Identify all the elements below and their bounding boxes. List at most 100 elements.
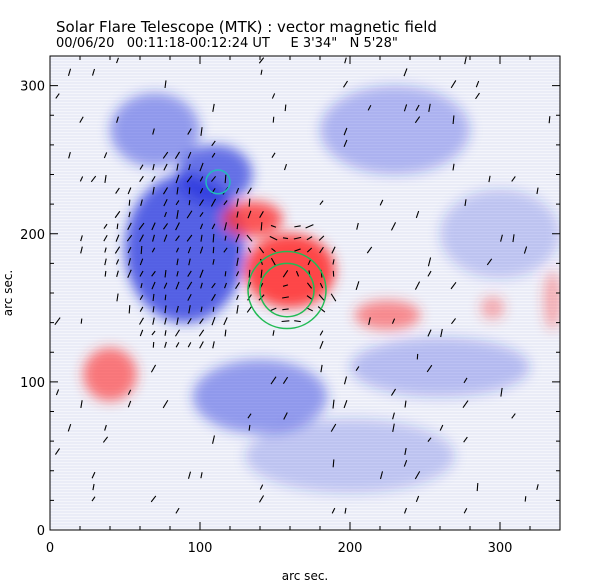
field-vector: [223, 317, 228, 326]
negative-polarity-region: [125, 174, 245, 323]
field-vector: [368, 317, 371, 325]
field-vector: [294, 225, 301, 228]
field-vector: [175, 342, 180, 348]
field-vector: [282, 308, 289, 311]
field-vector: [163, 282, 168, 289]
field-vector: [152, 186, 155, 195]
field-vector: [236, 294, 239, 300]
field-vector: [92, 483, 95, 491]
field-vector: [271, 248, 276, 253]
field-vector: [414, 281, 421, 290]
field-vector: [306, 282, 313, 289]
field-vector: [175, 247, 180, 253]
field-vector: [164, 269, 167, 278]
field-vector: [343, 400, 348, 409]
field-vector: [54, 317, 61, 326]
y-tick-label: 100: [20, 376, 45, 391]
field-vector: [91, 496, 96, 502]
field-vector: [212, 341, 215, 349]
x-tick-label: 0: [46, 541, 54, 556]
field-vector: [80, 400, 83, 409]
field-vector: [271, 152, 276, 158]
magnetic-field-map: [50, 56, 560, 528]
field-vector: [306, 236, 313, 241]
field-vector: [176, 187, 179, 195]
field-vector: [224, 174, 227, 184]
field-vector: [511, 176, 516, 182]
field-vector: [162, 399, 169, 409]
field-vector: [390, 222, 397, 231]
field-vector: [55, 389, 60, 396]
field-vector: [188, 305, 191, 314]
field-vector: [258, 246, 265, 254]
field-vector: [212, 233, 215, 243]
field-vector: [247, 294, 252, 301]
field-vector: [91, 471, 96, 479]
field-vector: [224, 282, 227, 289]
field-vector: [140, 199, 143, 206]
field-vector: [115, 187, 120, 194]
field-vector: [163, 234, 168, 242]
field-vector: [138, 222, 145, 230]
field-vector: [282, 296, 289, 299]
field-vector: [260, 222, 263, 231]
field-contour: [205, 169, 231, 195]
field-vector: [163, 198, 168, 207]
field-vector: [344, 57, 347, 64]
field-vector: [198, 329, 205, 337]
x-tick-label: 300: [488, 541, 513, 556]
field-vector: [319, 282, 324, 289]
field-vector: [235, 271, 240, 277]
field-vector: [476, 483, 479, 492]
field-vector: [91, 68, 96, 76]
field-vector: [319, 340, 324, 349]
field-vector: [283, 412, 288, 420]
field-vector: [176, 270, 179, 277]
field-vector: [295, 270, 300, 277]
field-vector: [186, 210, 193, 219]
field-vector: [426, 364, 433, 373]
field-vector: [162, 223, 169, 230]
field-vector: [331, 246, 336, 254]
negative-polarity-region: [192, 359, 328, 434]
field-vector: [318, 294, 325, 301]
field-vector: [150, 364, 157, 373]
field-vector: [151, 281, 156, 290]
field-vector: [174, 151, 181, 159]
field-vector: [236, 246, 239, 254]
x-tick-label: 200: [338, 541, 363, 556]
field-vector: [187, 270, 192, 277]
field-vector: [235, 233, 240, 243]
field-vector: [332, 259, 335, 265]
field-vector: [187, 246, 192, 254]
field-vector: [343, 376, 348, 385]
field-vector: [186, 175, 193, 183]
positive-polarity-region: [245, 233, 335, 308]
field-vector: [199, 199, 204, 207]
field-vector: [247, 413, 252, 419]
field-vector: [379, 471, 384, 480]
field-vector: [269, 235, 278, 241]
field-vector: [103, 152, 108, 159]
field-vector: [439, 424, 444, 431]
field-vector: [139, 329, 144, 337]
y-tick-label: 200: [20, 228, 45, 243]
field-vector: [463, 436, 468, 443]
field-vector: [139, 270, 144, 277]
field-vector: [187, 342, 192, 348]
field-vector: [211, 282, 216, 289]
field-vector: [79, 176, 84, 182]
x-tick-label: 100: [188, 541, 213, 556]
field-vector: [486, 258, 493, 266]
field-vector: [390, 388, 397, 396]
field-vector: [114, 246, 121, 254]
field-vector: [272, 330, 275, 336]
field-vector: [414, 471, 421, 480]
field-vector: [332, 399, 335, 409]
field-vector: [188, 163, 191, 171]
field-vector: [536, 187, 539, 195]
field-vector: [452, 163, 455, 171]
field-vector: [116, 57, 119, 64]
field-vector: [272, 116, 275, 123]
field-vector: [427, 270, 432, 277]
